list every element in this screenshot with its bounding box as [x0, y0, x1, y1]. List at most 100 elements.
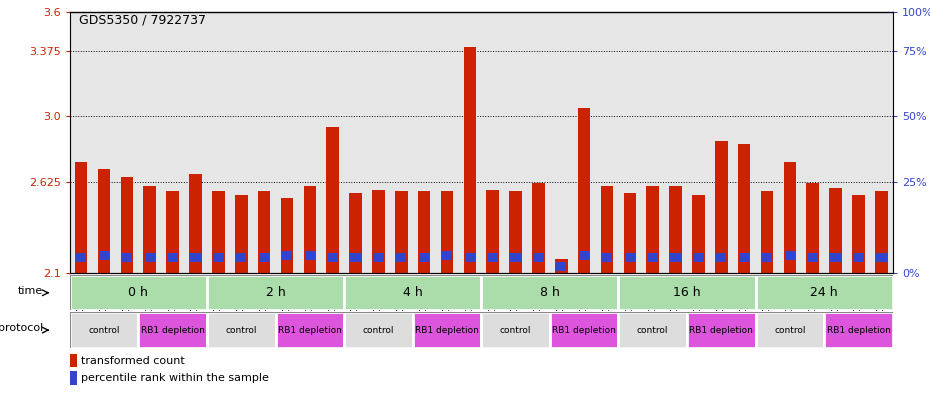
Bar: [258, 191, 271, 273]
Bar: [618, 12, 642, 273]
Bar: [875, 191, 887, 273]
Bar: [824, 12, 847, 273]
Bar: [824, 312, 893, 348]
Bar: [573, 12, 595, 273]
Bar: [785, 252, 795, 260]
Bar: [830, 188, 842, 273]
Bar: [236, 253, 246, 262]
Bar: [167, 253, 178, 262]
Bar: [367, 12, 390, 273]
Bar: [755, 275, 893, 310]
Bar: [647, 253, 658, 262]
Bar: [550, 312, 618, 348]
Text: 16 h: 16 h: [673, 286, 701, 299]
Bar: [145, 253, 155, 262]
Text: transformed count: transformed count: [81, 356, 185, 366]
Text: control: control: [774, 326, 805, 334]
Bar: [601, 186, 613, 273]
Bar: [824, 12, 847, 273]
Bar: [762, 253, 772, 262]
Bar: [206, 312, 275, 348]
Bar: [784, 162, 796, 273]
Bar: [737, 144, 751, 273]
Bar: [206, 12, 230, 273]
Text: 2 h: 2 h: [266, 286, 286, 299]
Bar: [344, 12, 367, 273]
Bar: [595, 12, 618, 273]
Bar: [419, 253, 430, 262]
Bar: [511, 253, 521, 262]
Bar: [435, 12, 458, 273]
Bar: [710, 12, 733, 273]
Bar: [504, 12, 527, 273]
Bar: [213, 253, 223, 262]
Bar: [413, 12, 435, 273]
Bar: [435, 12, 458, 273]
Bar: [481, 312, 550, 348]
Bar: [481, 12, 504, 273]
Bar: [618, 12, 642, 273]
Bar: [802, 12, 824, 273]
Bar: [396, 253, 406, 262]
Bar: [847, 12, 870, 273]
Bar: [390, 12, 413, 273]
Bar: [807, 253, 817, 262]
Bar: [418, 191, 431, 273]
Bar: [481, 12, 504, 273]
Bar: [556, 262, 566, 270]
Text: control: control: [363, 326, 394, 334]
Bar: [299, 12, 321, 273]
Bar: [624, 193, 636, 273]
Bar: [755, 312, 824, 348]
Bar: [555, 259, 567, 273]
Bar: [413, 312, 481, 348]
Text: RB1 depletion: RB1 depletion: [278, 326, 341, 334]
Bar: [161, 12, 184, 273]
Bar: [70, 371, 77, 385]
Text: GDS5350 / 7922737: GDS5350 / 7922737: [79, 14, 206, 27]
Text: 8 h: 8 h: [540, 286, 560, 299]
Bar: [533, 253, 543, 262]
Bar: [121, 177, 133, 273]
Bar: [687, 312, 755, 348]
Bar: [755, 12, 778, 273]
Bar: [139, 12, 161, 273]
Bar: [618, 312, 687, 348]
Bar: [854, 253, 864, 262]
Bar: [550, 12, 573, 273]
Bar: [115, 12, 139, 273]
Bar: [139, 312, 206, 348]
Text: RB1 depletion: RB1 depletion: [827, 326, 890, 334]
Bar: [139, 12, 161, 273]
Bar: [70, 275, 206, 310]
Bar: [527, 12, 550, 273]
Bar: [350, 193, 362, 273]
Bar: [578, 108, 591, 273]
Bar: [184, 12, 206, 273]
Bar: [761, 191, 774, 273]
Bar: [671, 253, 681, 262]
Bar: [778, 12, 802, 273]
Bar: [847, 12, 870, 273]
Bar: [481, 275, 618, 310]
Bar: [115, 12, 139, 273]
Bar: [143, 186, 156, 273]
Bar: [253, 12, 275, 273]
Bar: [618, 275, 755, 310]
Bar: [413, 12, 435, 273]
Bar: [282, 252, 292, 260]
Bar: [527, 12, 550, 273]
Bar: [230, 12, 253, 273]
Text: control: control: [499, 326, 531, 334]
Bar: [852, 195, 865, 273]
Bar: [550, 12, 573, 273]
Bar: [716, 253, 726, 262]
Bar: [275, 12, 299, 273]
Bar: [191, 253, 201, 262]
Text: 0 h: 0 h: [128, 286, 148, 299]
Bar: [373, 253, 383, 262]
Bar: [664, 12, 687, 273]
Bar: [710, 12, 733, 273]
Bar: [755, 12, 778, 273]
Bar: [642, 12, 664, 273]
